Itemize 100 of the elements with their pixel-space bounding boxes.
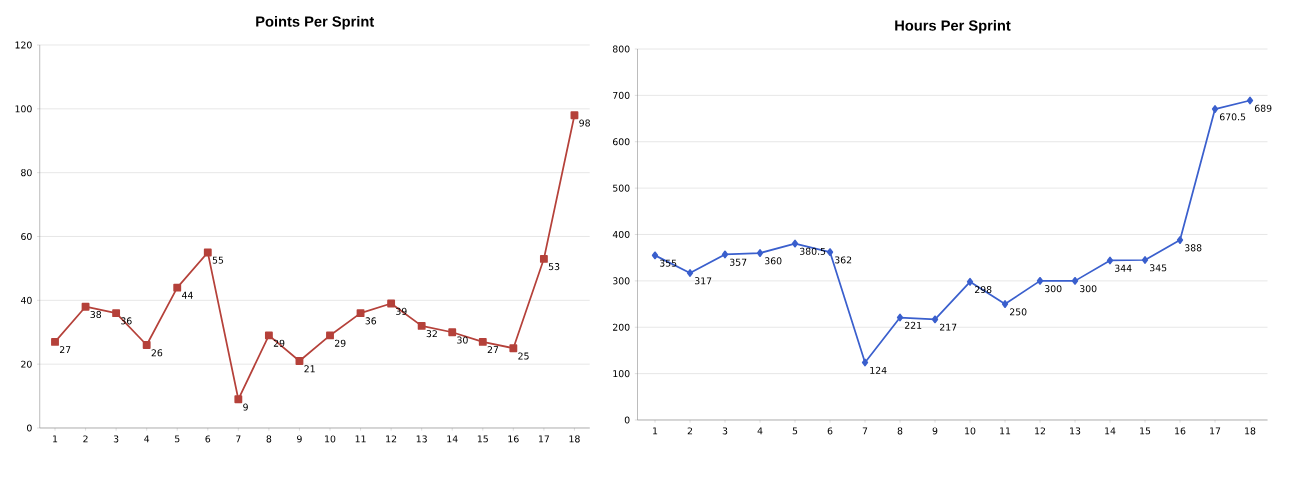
- x-tick-label: 7: [862, 427, 868, 435]
- data-label: 55: [212, 256, 224, 264]
- data-label: 21: [304, 365, 315, 373]
- y-tick-label: 60: [21, 232, 32, 241]
- point: [1106, 256, 1114, 265]
- data-label: 345: [1149, 264, 1167, 272]
- y-tick-label: 20: [21, 360, 32, 368]
- y-tick-label: 700: [613, 91, 630, 99]
- data-label: 300: [1044, 285, 1062, 293]
- x-tick-label: 8: [897, 427, 903, 435]
- data-label: 670.5: [1219, 113, 1246, 121]
- y-tick-label: 600: [612, 138, 630, 146]
- x-tick-label: 8: [266, 435, 272, 443]
- data-label: 38: [90, 310, 102, 319]
- x-tick-label: 4: [757, 427, 763, 435]
- y-tick-label: 300: [613, 277, 630, 285]
- point: [721, 250, 729, 259]
- data-label: 344: [1114, 264, 1132, 272]
- y-tick-label: 800: [612, 45, 630, 53]
- x-tick-label: 9: [297, 435, 302, 443]
- y-tick-label: 100: [613, 370, 630, 378]
- x-tick-label: 14: [1105, 427, 1116, 435]
- point: [295, 357, 304, 365]
- point: [651, 251, 659, 260]
- x-tick-label: 18: [569, 435, 580, 443]
- x-tick-label: 16: [508, 435, 519, 443]
- data-label: 360: [764, 257, 782, 265]
- x-tick-label: 9: [932, 427, 938, 435]
- x-tick-label: 12: [386, 435, 397, 443]
- x-tick-label: 1: [653, 427, 658, 435]
- x-tick-label: 18: [1245, 427, 1256, 435]
- x-tick-label: 7: [236, 435, 241, 443]
- y-tick-label: 40: [20, 296, 32, 304]
- data-label: 25: [518, 352, 529, 360]
- x-tick-label: 6: [205, 435, 211, 443]
- y-tick-label: 0: [27, 424, 32, 432]
- data-label: 362: [834, 256, 852, 264]
- x-tick-label: 17: [538, 435, 550, 443]
- data-label: 124: [870, 366, 887, 374]
- x-tick-label: 6: [827, 427, 833, 435]
- x-tick-label: 1: [53, 435, 58, 443]
- chart-title: Points Per Sprint: [256, 15, 375, 30]
- x-tick-label: 12: [1035, 427, 1046, 435]
- point: [1176, 236, 1184, 244]
- data-label: 250: [1009, 308, 1027, 316]
- data-label: 380.5: [799, 247, 826, 255]
- x-tick-label: 16: [1175, 427, 1186, 435]
- x-tick-label: 10: [965, 427, 976, 435]
- point: [931, 315, 939, 324]
- point: [686, 269, 694, 277]
- data-label: 29: [334, 339, 346, 347]
- chart-title: Hours Per Sprint: [895, 19, 1011, 34]
- data-label: 357: [729, 258, 747, 266]
- point: [539, 254, 548, 263]
- point: [509, 344, 518, 353]
- data-label: 53: [548, 263, 560, 271]
- x-tick-label: 2: [687, 427, 693, 435]
- x-tick-label: 15: [477, 435, 488, 443]
- point: [387, 299, 396, 308]
- x-tick-label: 5: [174, 435, 180, 443]
- point: [326, 331, 334, 340]
- point: [478, 337, 487, 346]
- x-tick-label: 17: [1210, 427, 1221, 435]
- point: [203, 248, 212, 257]
- y-tick-label: 80: [21, 169, 32, 177]
- x-tick-label: 14: [447, 435, 458, 443]
- point: [1036, 276, 1044, 285]
- data-label: 36: [365, 317, 377, 325]
- data-label: 217: [939, 323, 957, 331]
- point: [234, 395, 243, 404]
- y-tick-label: 120: [15, 41, 32, 49]
- point: [264, 331, 273, 340]
- data-label: 9: [243, 403, 248, 411]
- data-label: 30: [457, 336, 468, 344]
- data-label: 317: [694, 277, 712, 285]
- data-label: 689: [1254, 104, 1272, 112]
- point: [448, 328, 457, 337]
- x-tick-label: 3: [113, 435, 119, 443]
- data-label: 26: [151, 349, 163, 357]
- point: [1001, 300, 1009, 308]
- data-label: 300: [1079, 285, 1097, 293]
- point: [861, 358, 869, 367]
- point: [966, 277, 974, 286]
- x-tick-label: 10: [325, 435, 336, 443]
- x-tick-label: 5: [792, 427, 798, 435]
- x-tick-label: 2: [83, 435, 88, 443]
- point: [173, 283, 182, 292]
- x-tick-label: 11: [1000, 427, 1011, 435]
- point: [1246, 96, 1254, 105]
- point: [112, 309, 121, 318]
- point: [356, 309, 365, 318]
- y-tick-label: 200: [613, 323, 630, 331]
- x-tick-label: 15: [1140, 427, 1151, 435]
- point: [1141, 256, 1149, 264]
- data-label: 44: [181, 291, 193, 299]
- point: [570, 111, 579, 120]
- data-label: 98: [579, 119, 590, 127]
- x-tick-label: 13: [1070, 427, 1081, 435]
- data-label: 221: [904, 321, 922, 329]
- point: [51, 337, 59, 346]
